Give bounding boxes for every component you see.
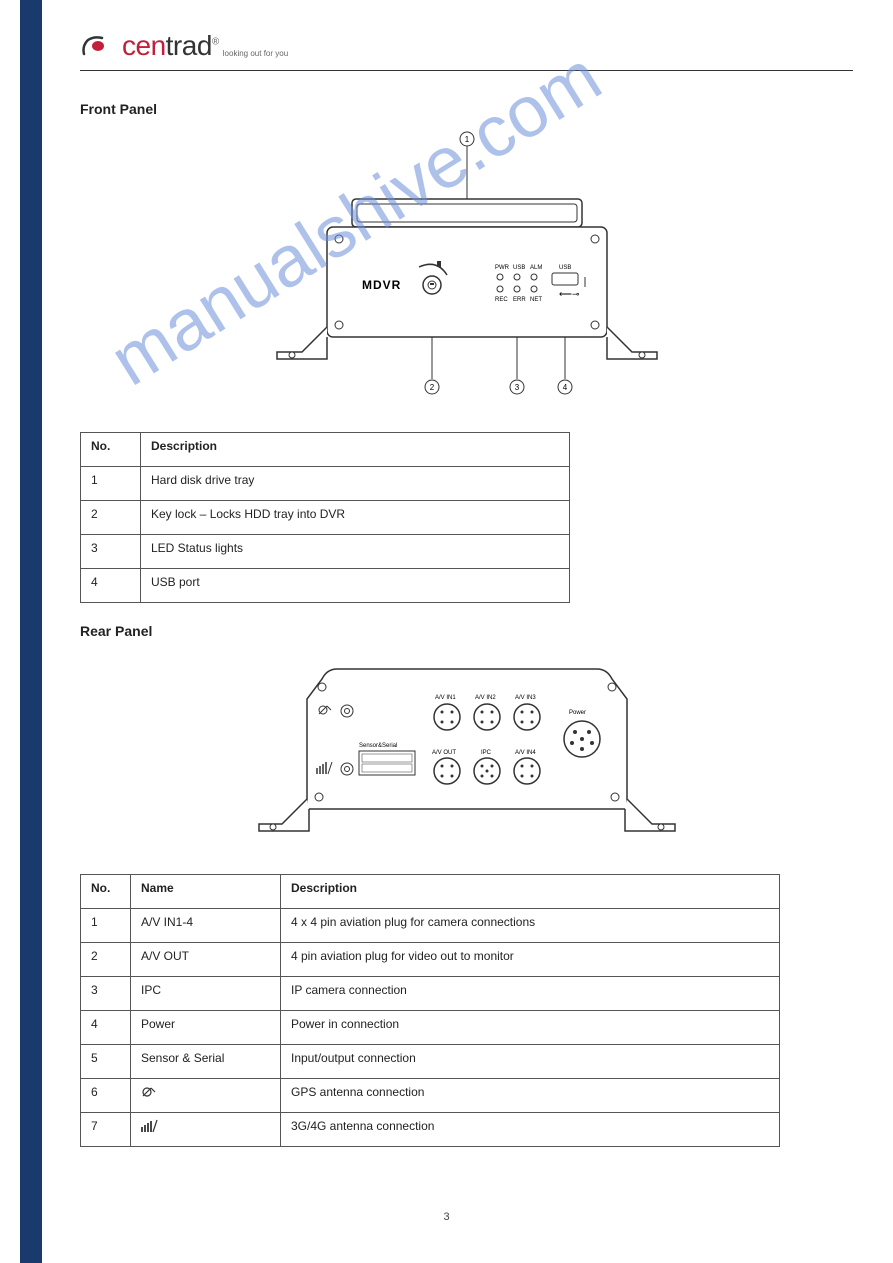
svg-text:3: 3 [514,383,519,392]
logo-tagline: looking out for you [223,49,288,58]
svg-text:A/V IN4: A/V IN4 [515,750,536,756]
rear-panel-diagram: Sensor&Serial A/V IN1 A/V IN2 A/V IN3 Po… [80,649,853,854]
table-header: Description [141,433,570,467]
table-row: 7 3G/4G antenna connection [81,1113,780,1147]
svg-text:A/V IN1: A/V IN1 [435,695,456,701]
table-header: No. [81,433,141,467]
header-logo-row: centrad® looking out for you [80,30,853,71]
svg-text:1: 1 [464,135,469,144]
table-row: 4PowerPower in connection [81,1011,780,1045]
rear-panel-heading: Rear Panel [80,623,853,639]
cellular-antenna-icon [131,1113,281,1147]
table-header: Name [131,875,281,909]
table-row: 1A/V IN1-44 x 4 pin aviation plug for ca… [81,909,780,943]
svg-text:Sensor&Serial: Sensor&Serial [359,743,397,749]
svg-text:NET: NET [530,297,542,303]
table-row: 2Key lock – Locks HDD tray into DVR [81,501,570,535]
svg-text:A/V IN3: A/V IN3 [515,695,536,701]
logo-text: centrad® [122,30,219,62]
front-panel-diagram: 1 MDVR PWR USB [80,127,853,412]
table-row: 3LED Status lights [81,535,570,569]
page-content: centrad® looking out for you Front Panel… [60,0,893,1177]
svg-text:PWR: PWR [495,265,510,271]
svg-text:Power: Power [569,710,586,716]
front-panel-heading: Front Panel [80,101,853,117]
svg-text:USB: USB [513,265,525,271]
svg-text:2: 2 [429,383,434,392]
svg-text:4: 4 [562,383,567,392]
svg-text:MDVR: MDVR [362,278,401,292]
table-row: 3IPCIP camera connection [81,977,780,1011]
rear-panel-table: No. Name Description 1A/V IN1-44 x 4 pin… [80,874,780,1147]
svg-text:ERR: ERR [513,297,526,303]
left-margin-bar [20,0,42,1263]
table-row: 6 GPS antenna connection [81,1079,780,1113]
svg-text:⟵⊸: ⟵⊸ [559,289,580,299]
svg-text:IPC: IPC [481,750,492,756]
table-row: 1Hard disk drive tray [81,467,570,501]
gps-antenna-icon [131,1079,281,1113]
table-row: 4USB port [81,569,570,603]
logo-swoosh-icon [80,34,116,58]
front-panel-table: No. Description 1Hard disk drive tray 2K… [80,432,570,603]
svg-text:ALM: ALM [530,265,542,271]
svg-text:A/V OUT: A/V OUT [432,750,456,756]
svg-text:A/V IN2: A/V IN2 [475,695,496,701]
table-header: No. [81,875,131,909]
table-row: 5Sensor & SerialInput/output connection [81,1045,780,1079]
table-row: 2A/V OUT4 pin aviation plug for video ou… [81,943,780,977]
page-number: 3 [443,1211,449,1223]
svg-text:USB: USB [559,265,571,271]
svg-text:REC: REC [495,297,508,303]
table-header: Description [281,875,780,909]
